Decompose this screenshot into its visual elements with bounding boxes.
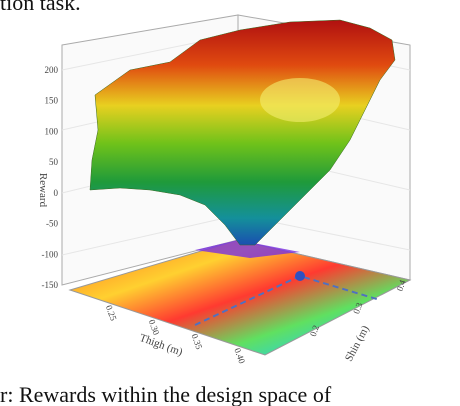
- shin-axis-label: Shin (m): [343, 323, 372, 363]
- z-axis-label: Reward: [37, 173, 49, 208]
- thigh-tick-label: 0.25: [104, 304, 119, 323]
- z-tick-label: 50: [49, 157, 59, 167]
- z-tick-label: -50: [46, 219, 58, 229]
- z-tick-label: -100: [42, 249, 59, 259]
- header-text: tion task.: [0, 0, 81, 15]
- floor-low-region: [195, 240, 300, 258]
- z-tick-label: -150: [42, 280, 59, 290]
- caption: r: Rewards within the design space of: [0, 382, 332, 406]
- z-tick-label: 200: [45, 65, 59, 75]
- thigh-axis-label: Thigh (m): [138, 332, 185, 359]
- thigh-tick-label: 0.35: [190, 332, 205, 351]
- z-tick-label: 0: [54, 188, 59, 198]
- z-tick-label: 150: [45, 96, 59, 106]
- optimum-point: [295, 271, 305, 281]
- reward-surface: [89, 19, 396, 246]
- surface-highlight: [260, 78, 340, 122]
- thigh-tick-label: 0.40: [232, 347, 247, 366]
- shin-tick-label: 0.3: [351, 301, 364, 315]
- shin-tick-label: 0.2: [308, 324, 321, 338]
- shin-tick-label: 0.4: [394, 278, 407, 292]
- z-tick-label: 100: [45, 126, 59, 136]
- floor-heatmap: [68, 239, 412, 356]
